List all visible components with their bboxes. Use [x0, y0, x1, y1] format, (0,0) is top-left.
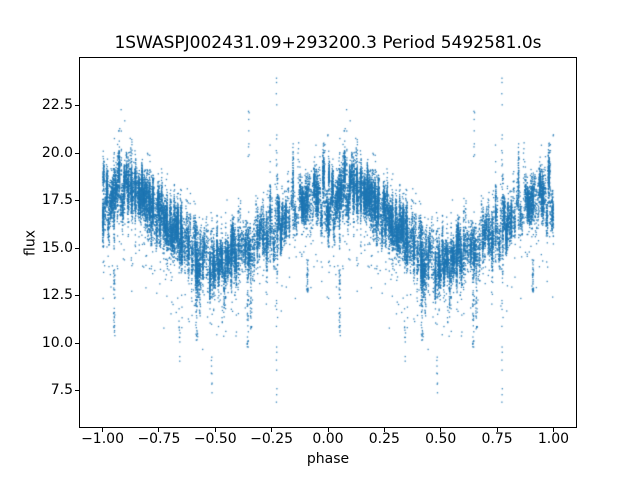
x-tick-label: −0.25 — [250, 431, 294, 447]
y-tick-label: 10.0 — [41, 334, 73, 351]
y-tick-mark — [75, 390, 79, 392]
x-axis-label: phase — [306, 451, 350, 467]
y-tick-label: 17.5 — [41, 192, 73, 209]
x-tick-mark — [271, 428, 273, 432]
scatter-canvas — [80, 58, 576, 427]
y-tick-label: 15.0 — [41, 239, 73, 256]
x-tick-mark — [383, 428, 385, 432]
y-axis-label: flux — [22, 230, 39, 256]
y-tick-mark — [75, 105, 79, 107]
y-tick-mark — [75, 342, 79, 344]
x-tick-label: −0.50 — [193, 431, 237, 447]
y-tick-label: 20.0 — [41, 144, 73, 161]
y-tick-label: 22.5 — [41, 97, 73, 114]
x-tick-mark — [552, 428, 554, 432]
x-tick-mark — [440, 428, 442, 432]
x-tick-label: −1.00 — [81, 431, 124, 447]
x-tick-mark — [102, 428, 104, 432]
y-tick-mark — [75, 295, 79, 297]
x-tick-label: 0.00 — [312, 431, 344, 447]
x-tick-label: −0.75 — [137, 431, 181, 447]
x-tick-label: 0.75 — [481, 431, 513, 447]
y-tick-mark — [75, 200, 79, 202]
x-tick-mark — [496, 428, 498, 432]
x-tick-label: 0.25 — [368, 431, 400, 447]
x-tick-mark — [327, 428, 329, 432]
x-tick-mark — [158, 428, 160, 432]
x-tick-label: 0.50 — [425, 431, 457, 447]
plot-area — [79, 57, 577, 428]
x-tick-mark — [214, 428, 216, 432]
x-tick-label: 1.00 — [537, 431, 570, 447]
y-tick-label: 12.5 — [41, 287, 73, 304]
y-tick-mark — [75, 152, 79, 154]
chart-title: 1SWASPJ002431.09+293200.3 Period 5492581… — [114, 33, 542, 53]
y-tick-mark — [75, 247, 79, 249]
y-tick-label: 7.5 — [50, 382, 73, 399]
